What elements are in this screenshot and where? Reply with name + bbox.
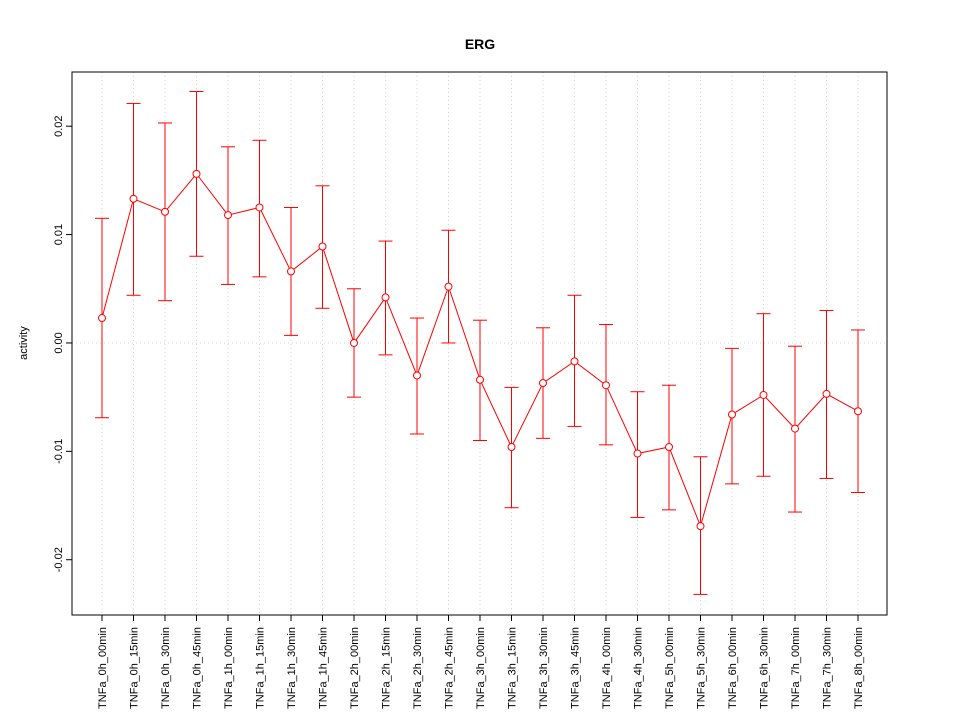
- data-point: [539, 379, 547, 388]
- y-axis-label: activity: [18, 326, 30, 360]
- x-tick-label: TNFa_1h_30min: [286, 627, 298, 709]
- x-tick-label: TNFa_1h_45min: [318, 627, 330, 709]
- series: [95, 91, 865, 595]
- data-point: [633, 449, 642, 458]
- x-tick-label: TNFa_2h_30min: [412, 627, 424, 709]
- x-tick-label: TNFa_2h_15min: [381, 627, 393, 709]
- data-point: [129, 194, 138, 203]
- chart-title: ERG: [465, 36, 495, 52]
- data-point: [287, 267, 295, 276]
- y-tick-label: -0.02: [53, 547, 65, 572]
- data-point: [318, 242, 327, 251]
- data-point: [381, 293, 390, 302]
- data-point: [161, 207, 169, 216]
- x-tick-label: TNFa_5h_30min: [696, 627, 708, 709]
- data-point: [224, 211, 232, 220]
- x-tick-label: TNFa_3h_45min: [570, 627, 582, 709]
- x-tick-label: TNFa_0h_30min: [160, 627, 172, 709]
- data-point: [791, 424, 799, 433]
- x-tick-label: TNFa_6h_30min: [759, 627, 771, 709]
- x-tick-label: TNFa_0h_45min: [192, 627, 204, 709]
- x-tick-label: TNFa_5h_00min: [664, 627, 676, 709]
- x-tick-label: TNFa_7h_30min: [822, 627, 834, 709]
- x-tick-label: TNFa_4h_30min: [633, 627, 645, 709]
- x-tick-label: TNFa_3h_00min: [475, 627, 487, 709]
- x-tick-label: TNFa_6h_00min: [727, 627, 739, 709]
- data-point: [98, 314, 106, 323]
- x-tick-label: TNFa_3h_30min: [538, 627, 550, 709]
- y-tick-label: 0.00: [53, 332, 65, 353]
- data-point: [759, 390, 768, 399]
- axes: TNFa_0h_00min TNFa_0h_15min TNFa_0h_30min T…: [53, 115, 865, 708]
- x-tick-label: TNFa_3h_15min: [507, 627, 519, 709]
- y-tick-label: 0.02: [53, 115, 65, 136]
- x-tick-label: TNFa_1h_00min: [223, 627, 235, 709]
- data-point: [255, 203, 264, 212]
- data-point: [507, 443, 516, 452]
- data-point: [350, 338, 358, 347]
- x-tick-label: TNFa_0h_15min: [129, 627, 141, 709]
- data-point: [444, 282, 453, 291]
- data-point: [602, 381, 610, 390]
- data-point: [570, 357, 579, 366]
- x-tick-label: TNFa_2h_00min: [349, 627, 361, 709]
- x-tick-label: TNFa_1h_15min: [255, 627, 267, 709]
- x-tick-label: TNFa_8h_00min: [853, 627, 865, 709]
- data-point: [854, 407, 862, 416]
- data-point: [413, 371, 421, 380]
- data-point: [728, 410, 736, 419]
- y-tick-label: -0.01: [53, 439, 65, 464]
- x-tick-label: TNFa_4h_00min: [601, 627, 613, 709]
- data-point: [192, 169, 201, 178]
- data-point: [696, 522, 705, 531]
- grid: [72, 72, 887, 615]
- data-point: [822, 389, 831, 398]
- x-tick-label: TNFa_0h_00min: [97, 627, 109, 709]
- y-tick-label: 0.01: [53, 224, 65, 245]
- x-tick-label: TNFa_7h_00min: [790, 627, 802, 709]
- x-tick-label: TNFa_2h_45min: [444, 627, 456, 709]
- data-point: [476, 375, 484, 384]
- data-point: [665, 443, 673, 452]
